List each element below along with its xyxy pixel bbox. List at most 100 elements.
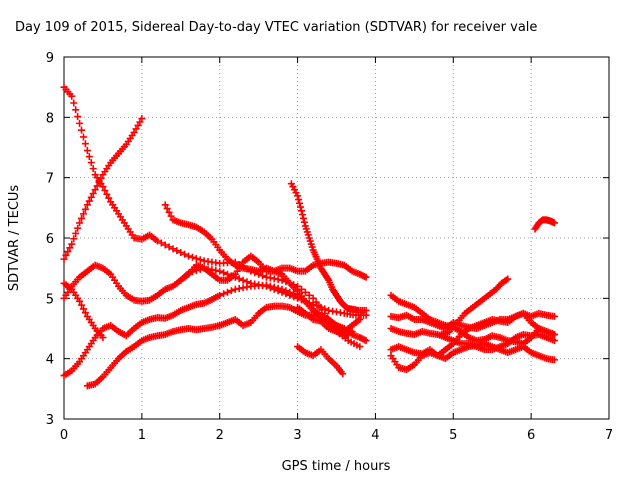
series-track-11 <box>294 303 352 339</box>
x-tick-label: 6 <box>527 428 535 443</box>
data-point <box>70 99 78 107</box>
data-point <box>551 337 558 345</box>
data-point <box>66 244 74 252</box>
data-point <box>551 312 558 320</box>
x-tick-label: 2 <box>216 428 224 443</box>
data-point <box>85 197 93 205</box>
data-point <box>286 288 294 296</box>
data-point <box>157 239 165 247</box>
data-point <box>181 250 189 258</box>
data-point <box>78 214 86 222</box>
data-point <box>68 92 76 100</box>
data-point <box>138 115 146 123</box>
y-tick-label: 7 <box>46 172 54 187</box>
data-point <box>220 269 228 277</box>
data-point <box>348 328 356 336</box>
data-point <box>105 194 113 202</box>
data-point <box>103 190 111 198</box>
series-track-10 <box>294 343 347 378</box>
x-tick-label: 7 <box>605 428 613 443</box>
data-point <box>299 214 307 222</box>
data-point <box>270 283 278 291</box>
data-point <box>278 285 286 293</box>
series-track-01 <box>60 83 364 351</box>
data-point <box>356 343 364 351</box>
data-point <box>362 337 370 345</box>
x-tick-label: 0 <box>60 428 68 443</box>
data-point <box>216 291 224 299</box>
data-point <box>297 285 305 293</box>
data-point <box>262 281 270 289</box>
data-series <box>60 83 558 390</box>
data-point <box>235 275 243 283</box>
data-point <box>339 370 347 378</box>
data-point <box>296 199 304 207</box>
data-point <box>177 248 185 256</box>
data-point <box>282 287 290 295</box>
data-point <box>79 305 87 313</box>
data-point <box>305 291 313 299</box>
data-point <box>68 240 76 248</box>
data-point <box>81 309 89 317</box>
data-point <box>78 126 86 134</box>
series-track-02 <box>60 115 146 263</box>
data-point <box>87 193 95 201</box>
y-tick-label: 6 <box>46 232 54 247</box>
data-point <box>551 331 558 339</box>
x-tick-labels: 0 1 2 3 4 5 6 7 <box>60 428 613 443</box>
data-point <box>78 301 86 309</box>
series-track-16 <box>387 340 558 364</box>
data-point <box>298 211 306 219</box>
data-point <box>72 106 80 114</box>
data-point <box>300 218 308 226</box>
data-point <box>81 205 89 213</box>
data-point <box>64 248 72 256</box>
data-point <box>324 275 332 283</box>
data-point <box>101 186 109 194</box>
data-point <box>161 201 169 209</box>
series-track-08 <box>177 252 370 284</box>
x-tick-label: 5 <box>449 428 457 443</box>
data-point <box>301 288 309 296</box>
data-point <box>89 190 97 198</box>
x-tick-label: 1 <box>138 428 146 443</box>
data-point <box>297 207 305 215</box>
y-tick-label: 8 <box>46 111 54 126</box>
data-point <box>278 276 286 284</box>
data-point <box>274 284 282 292</box>
chart-title: Day 109 of 2015, Sidereal Day-to-day VTE… <box>15 20 537 35</box>
data-point <box>309 294 317 302</box>
data-point <box>239 276 247 284</box>
series-track-14 <box>387 325 558 354</box>
x-axis-label: GPS time / hours <box>282 459 391 474</box>
y-tick-label: 3 <box>46 413 54 428</box>
data-point <box>76 297 84 305</box>
data-point <box>551 219 558 227</box>
data-point <box>99 183 107 191</box>
data-point <box>362 273 370 281</box>
data-point <box>224 270 231 278</box>
axis-ticks <box>63 56 610 420</box>
data-point <box>161 241 169 249</box>
data-point <box>294 192 302 200</box>
data-point <box>72 229 80 237</box>
data-point <box>169 245 177 253</box>
data-point <box>296 203 304 211</box>
data-point <box>309 300 317 308</box>
data-point <box>83 147 91 155</box>
data-point <box>551 356 558 364</box>
data-point <box>87 159 95 167</box>
data-point <box>185 252 193 260</box>
data-point <box>153 237 161 245</box>
data-point <box>295 196 303 204</box>
data-point <box>79 210 87 218</box>
series-track-17 <box>438 275 512 339</box>
series-track-09 <box>287 180 370 314</box>
x-tick-label: 3 <box>293 428 301 443</box>
data-point <box>227 287 235 295</box>
data-point <box>504 275 512 283</box>
data-point <box>317 303 325 311</box>
data-point <box>76 119 84 127</box>
data-point <box>74 113 82 121</box>
data-point <box>85 153 93 161</box>
